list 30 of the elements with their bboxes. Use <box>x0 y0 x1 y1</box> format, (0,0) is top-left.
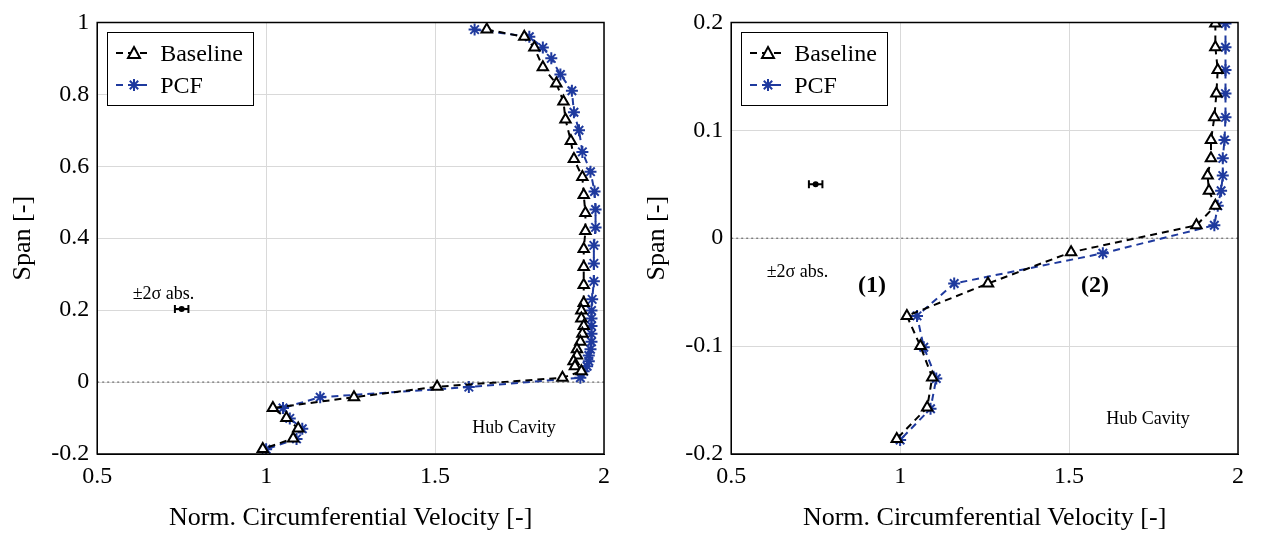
annotation: ±2σ abs. <box>766 261 829 282</box>
x-tick-label: 1.5 <box>420 461 451 488</box>
y-tick-label: -0.1 <box>685 331 724 358</box>
x-tick-label: 2 <box>598 461 610 488</box>
x-tick-label: 2 <box>1232 461 1244 488</box>
x-axis-title: Norm. Circumferential Velocity [-] <box>802 502 1167 532</box>
y-axis-title: Span [-] <box>7 195 37 281</box>
legend-label: PCF <box>160 71 203 99</box>
legend-label: PCF <box>794 71 837 99</box>
annotation: Hub Cavity <box>472 416 556 437</box>
y-tick-label: 0.2 <box>59 295 90 322</box>
legend-label: Baseline <box>160 39 243 67</box>
y-tick-label: 0 <box>711 223 724 250</box>
y-axis-title: Span [-] <box>641 195 671 281</box>
x-tick-label: 1 <box>260 461 273 488</box>
y-tick-label: 0 <box>77 367 90 394</box>
annotation: (2) <box>1080 270 1109 297</box>
annotation: ±2σ abs. <box>132 283 195 304</box>
y-tick-label: 1 <box>77 7 90 34</box>
y-tick-label: 0.6 <box>59 151 90 178</box>
y-tick-label: 0.4 <box>59 223 90 250</box>
annotation: (1) <box>857 270 886 297</box>
y-tick-label: 0.8 <box>59 79 90 106</box>
x-tick-label: 1 <box>894 461 907 488</box>
y-tick-label: 0.2 <box>693 7 724 34</box>
annotation: Hub Cavity <box>1106 408 1190 429</box>
legend-label: Baseline <box>794 39 877 67</box>
x-tick-label: 1.5 <box>1054 461 1085 488</box>
y-tick-label: 0.1 <box>693 115 724 142</box>
x-axis-title: Norm. Circumferential Velocity [-] <box>168 502 533 532</box>
